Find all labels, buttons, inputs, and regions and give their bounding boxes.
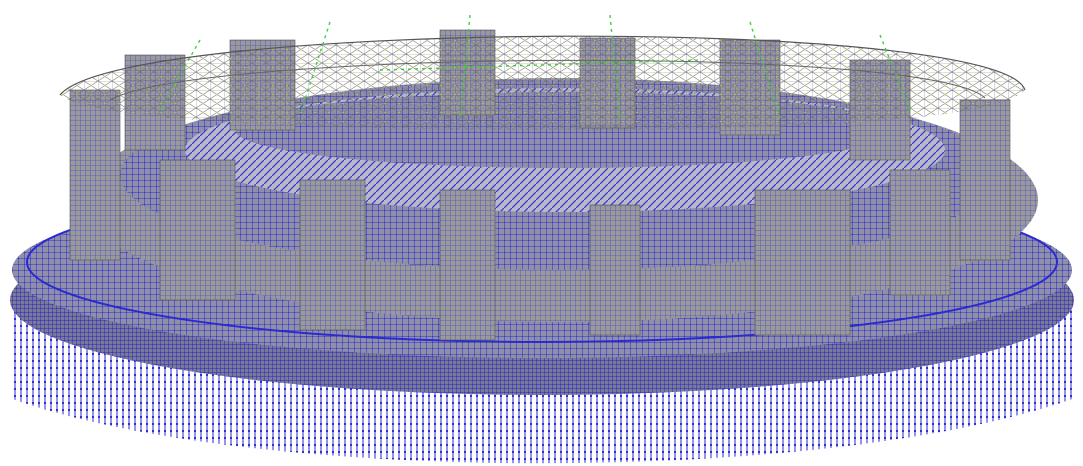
structural-model-view <box>0 0 1083 466</box>
roof-truss <box>60 15 1025 130</box>
